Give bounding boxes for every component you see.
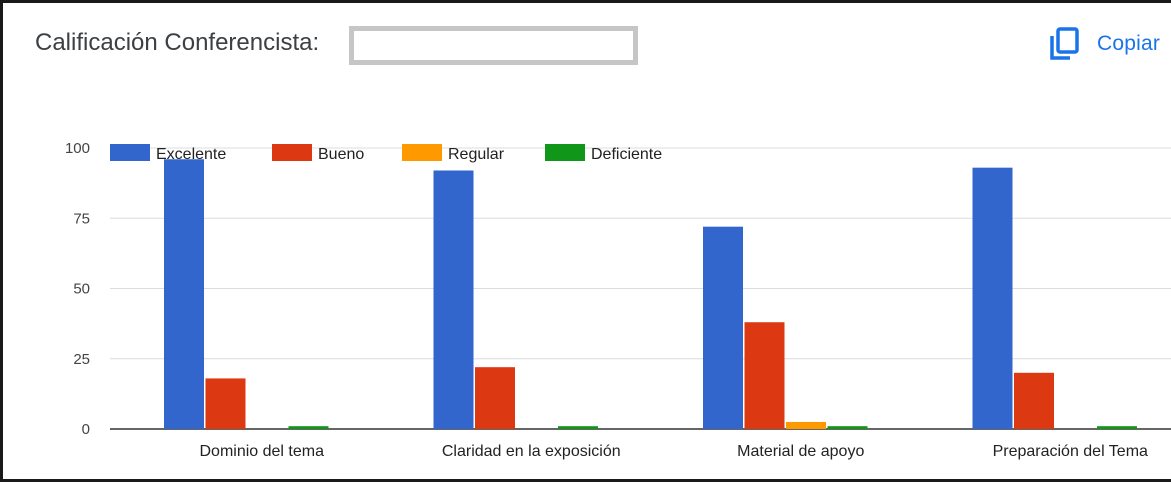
x-tick-label: Preparación del Tema: [993, 443, 1148, 460]
bar-bueno-preparacion-del-tema: [1014, 372, 1054, 429]
y-tick-label: 100: [65, 140, 90, 157]
bar-deficiente-material-de-apoyo: [827, 426, 868, 429]
bar-bueno-claridad-en-la-exposicion: [475, 367, 515, 429]
y-tick-label: 0: [82, 421, 90, 438]
bar-bueno-material-de-apoyo: [744, 322, 785, 429]
x-tick-label: Material de apoyo: [737, 443, 864, 460]
y-tick-label: 50: [73, 281, 90, 298]
copy-icon: [1050, 27, 1079, 60]
bar-regular-material-de-apoyo: [786, 421, 826, 429]
x-tick-label: Claridad en la exposición: [442, 443, 621, 460]
speaker-name-field[interactable]: [349, 26, 638, 65]
bar-excelente-dominio-del-tema: [164, 159, 204, 430]
legend-label-excelente: Excelente: [156, 146, 226, 163]
bar-deficiente-dominio-del-tema: [288, 426, 329, 429]
legend-swatch-deficiente: [545, 144, 585, 161]
bar-bueno-dominio-del-tema: [205, 378, 246, 429]
legend-swatch-bueno: [272, 144, 312, 161]
bar-deficiente-claridad-en-la-exposicion: [558, 426, 598, 429]
copy-button[interactable]: Copiar: [1049, 27, 1160, 61]
legend-swatch-excelente: [110, 144, 150, 161]
legend-swatch-regular: [402, 144, 442, 161]
chart-header-title: Calificación Conferencista:: [35, 29, 320, 56]
legend-label-deficiente: Deficiente: [591, 146, 662, 163]
x-tick-label: Dominio del tema: [200, 443, 325, 460]
y-tick-label: 75: [73, 210, 90, 227]
bar-excelente-claridad-en-la-exposicion: [433, 170, 474, 430]
y-tick-label: 25: [73, 351, 90, 368]
legend-label-bueno: Bueno: [318, 146, 364, 163]
copy-button-label: Copiar: [1097, 32, 1161, 55]
bar-excelente-material-de-apoyo: [703, 226, 743, 429]
legend-label-regular: Regular: [448, 146, 505, 163]
bar-deficiente-preparacion-del-tema: [1097, 426, 1137, 429]
bar-excelente-preparacion-del-tema: [972, 167, 1013, 430]
